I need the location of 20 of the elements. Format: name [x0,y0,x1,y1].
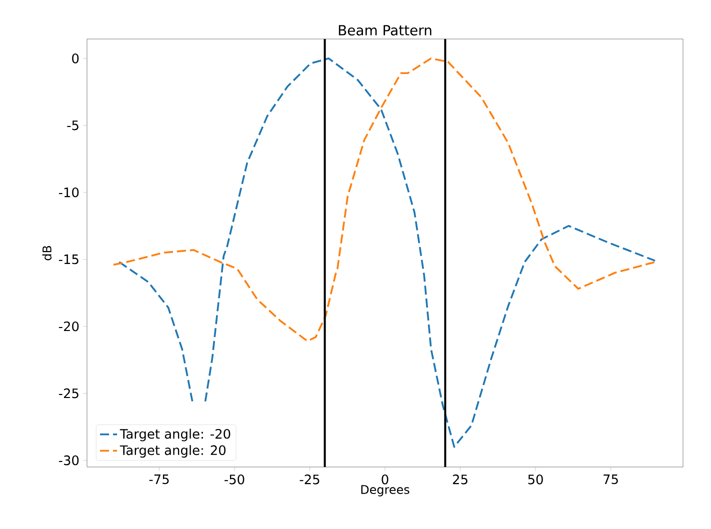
x-tick-label: -25 [300,474,320,484]
x-tick-label: 50 [528,474,543,484]
y-tick-label: -5 [67,120,78,130]
y-tick-label: -25 [58,388,78,398]
y-tick-label: -20 [58,321,79,332]
x-tick-label: -50 [224,474,244,484]
x-tick-label: 75 [604,474,618,484]
y-tick-label: -30 [58,455,79,466]
x-tick-label: 0 [382,474,388,484]
legend-label: Target angle: 20 [120,445,226,458]
chart-title: Beam Pattern [338,25,432,36]
y-tick-label: -10 [58,187,79,198]
x-axis-title: Degrees [361,485,410,496]
y-axis-title: dB [42,246,52,260]
legend-label: Target angle: -20 [120,428,230,442]
x-tick-label: 25 [452,474,468,484]
y-tick-label: 0 [72,54,79,64]
line-series [112,58,656,342]
x-tick-label: -75 [149,474,169,484]
y-tick-label: -15 [58,254,78,264]
